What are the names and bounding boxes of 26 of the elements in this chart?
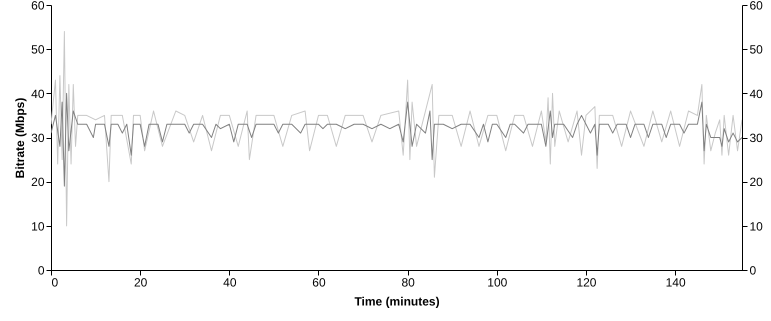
- x-tick-label: 100: [487, 276, 508, 290]
- y2-tick-label: 20: [750, 175, 764, 190]
- x-tick-label: 120: [576, 276, 597, 290]
- x-tick-label: 80: [401, 276, 416, 290]
- y2-tick-label: 50: [750, 42, 764, 57]
- y-axis-title: Bitrate (Mbps): [13, 98, 28, 178]
- y2-tick-label: 10: [750, 219, 764, 234]
- x-tick-label: 0: [52, 276, 58, 290]
- y2-tick-label: 0: [750, 264, 756, 278]
- y2-tick-label: 40: [750, 86, 764, 101]
- x-tick-label: 20: [134, 276, 148, 290]
- y-tick-label: 30: [31, 131, 45, 145]
- x-tick-label: 60: [312, 276, 326, 290]
- y2-tick-label: 60: [750, 0, 764, 12]
- y-tick-label: 0: [38, 264, 45, 278]
- y-tick-label: 50: [31, 42, 45, 57]
- line-series: [51, 31, 742, 226]
- line-series: [51, 92, 742, 187]
- x-axis-title: Time (minutes): [354, 294, 440, 308]
- y2-tick-label: 30: [750, 131, 764, 145]
- y-tick-label: 60: [31, 0, 45, 12]
- x-tick-label: 40: [223, 276, 237, 290]
- y-tick-label: 40: [31, 86, 45, 101]
- x-tick-label: 140: [666, 276, 686, 290]
- y-tick-label: 10: [31, 219, 45, 234]
- y-tick-label: 20: [31, 175, 45, 190]
